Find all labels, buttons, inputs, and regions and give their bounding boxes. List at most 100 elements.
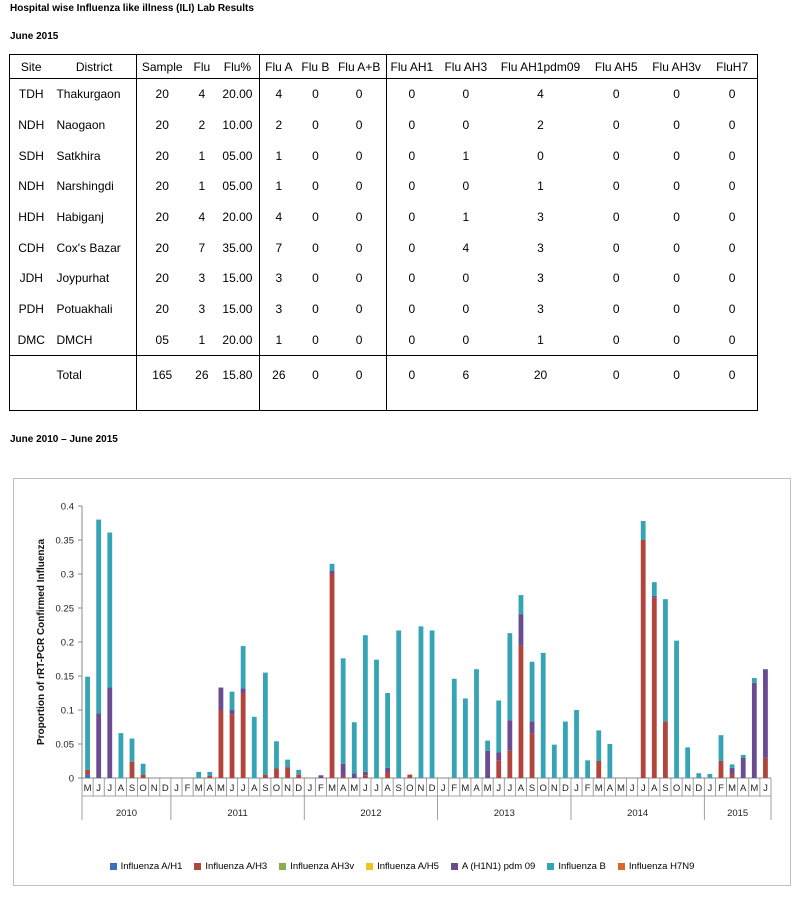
table-cell: 05.00 <box>222 148 253 163</box>
table-cell: 0 <box>355 332 363 347</box>
bar-segment <box>474 669 479 778</box>
bar-segment <box>96 713 102 778</box>
table-cell: 4 <box>462 240 470 255</box>
bar-segment <box>596 761 602 778</box>
x-tick-label: S <box>396 783 402 794</box>
bar-segment <box>507 633 513 721</box>
x-tick-label: M <box>461 783 469 794</box>
bar-segment <box>518 645 524 778</box>
table-cell: 0 <box>673 179 680 194</box>
table-cell: 3 <box>258 293 299 325</box>
bar-segment <box>229 710 235 715</box>
bar-segment <box>218 710 224 778</box>
bar-segment <box>129 761 135 778</box>
table-cell: 4 <box>537 87 544 102</box>
bar-segment <box>207 775 213 778</box>
table-cell: 0 <box>355 271 363 286</box>
bar-segment <box>340 658 346 764</box>
table-cell: 0 <box>355 118 363 133</box>
table-cell: 20 <box>135 232 188 264</box>
table-cell: 4 <box>258 78 299 110</box>
x-tick-label: N <box>151 783 158 794</box>
table-cell: 0 <box>385 78 438 110</box>
bar-segment <box>529 721 535 734</box>
x-tick-label: D <box>162 783 169 794</box>
x-tick-label: O <box>673 783 680 794</box>
table-cell: 0 <box>728 179 736 194</box>
legend-label: Influenza H7N9 <box>628 860 695 872</box>
table-header-row: Site District Sample Flu Flu% Flu A Flu B Flu A… <box>9 54 758 79</box>
table-cell: 0 <box>462 332 470 347</box>
legend-item: Influenza A/H1 <box>109 857 182 875</box>
year-label: 2014 <box>627 808 648 819</box>
y-axis-label: Proportion of rRT-PCR Confirmed Influenz… <box>36 539 47 746</box>
table-cell: 0 <box>462 118 470 133</box>
table-cell: 3 <box>537 302 544 317</box>
table-row: JDH Joypurhat 20 3 15.00 3 0 0 0 0 3 0 0 0 <box>10 263 758 294</box>
x-tick-label: J <box>174 783 179 794</box>
x-tick-label: A <box>118 783 125 794</box>
column-header: Flu AH3 <box>437 54 495 79</box>
bar-segment <box>462 698 468 778</box>
x-tick-label: J <box>496 783 501 794</box>
table-cell: 4 <box>198 87 206 102</box>
table-cell: 0 <box>355 210 363 225</box>
table-cell: 1 <box>537 179 544 194</box>
bar-segment <box>196 771 202 778</box>
legend-label: Influenza A/H3 <box>205 860 268 872</box>
bar-segment <box>496 760 502 778</box>
legend-item: Influenza AH3v <box>279 857 354 875</box>
y-tick-label: 0.2 <box>61 638 74 649</box>
table-cell: 0 <box>612 302 620 317</box>
x-tick-label: A <box>473 783 480 794</box>
bar-segment <box>107 532 113 688</box>
legend-swatch <box>547 862 555 870</box>
table-cell: 0 <box>673 240 680 255</box>
x-tick-label: J <box>96 783 101 794</box>
table-cell: 0 <box>728 118 736 133</box>
table-cell: 0 <box>385 293 438 325</box>
table-cell: 3 <box>198 302 206 317</box>
bar-segment <box>729 767 735 775</box>
bar-segment <box>729 774 735 778</box>
total-cell: 0 <box>728 368 736 383</box>
table-cell: DMC <box>17 332 45 347</box>
x-tick-label: F <box>318 783 324 794</box>
table-cell: 0 <box>385 263 438 294</box>
table-total-row: Total 165 26 15.80 26 0 0 0 6 20 0 0 0 <box>10 368 758 393</box>
bar-segment <box>696 773 702 778</box>
x-tick-label: M <box>84 783 92 794</box>
year-label: 2013 <box>494 808 515 819</box>
table-cell: 05 <box>135 324 188 356</box>
column-header: Flu AH1pdm09 <box>494 54 587 79</box>
x-tick-label: O <box>139 783 146 794</box>
x-tick-label: F <box>451 783 457 794</box>
legend-label: Influenza A/H5 <box>377 860 439 872</box>
table-cell: 1 <box>198 179 206 194</box>
table-cell: 0 <box>537 148 544 163</box>
x-tick-label: A <box>651 783 658 794</box>
table-cell: TDH <box>18 87 44 102</box>
table-cell: 0 <box>312 148 319 163</box>
table-cell: 0 <box>462 271 470 286</box>
total-cell: Total <box>56 368 82 383</box>
table-cell: 0 <box>462 179 470 194</box>
x-tick-label: N <box>418 783 425 794</box>
bar-segment <box>529 661 535 722</box>
bar-segment <box>485 740 491 751</box>
x-tick-label: M <box>484 783 492 794</box>
table-cell: 15.00 <box>222 302 253 317</box>
y-tick-label: 0.3 <box>61 570 74 581</box>
table-cell: 0 <box>612 271 620 286</box>
table-cell: 2 <box>258 109 299 141</box>
x-tick-label: F <box>585 783 591 794</box>
bar-segment <box>329 574 335 778</box>
table-cell: 3 <box>537 271 544 286</box>
bar-segment <box>296 774 302 778</box>
bar-segment <box>96 519 102 714</box>
x-tick-label: N <box>684 783 691 794</box>
table-cell: 0 <box>728 271 736 286</box>
table-cell: 0 <box>728 87 736 102</box>
total-cell: 6 <box>462 368 470 383</box>
influenza-chart: 0 0.05 0.1 0.15 0.2 0.25 0.3 0.35 0.4 Proportion … <box>13 478 791 886</box>
